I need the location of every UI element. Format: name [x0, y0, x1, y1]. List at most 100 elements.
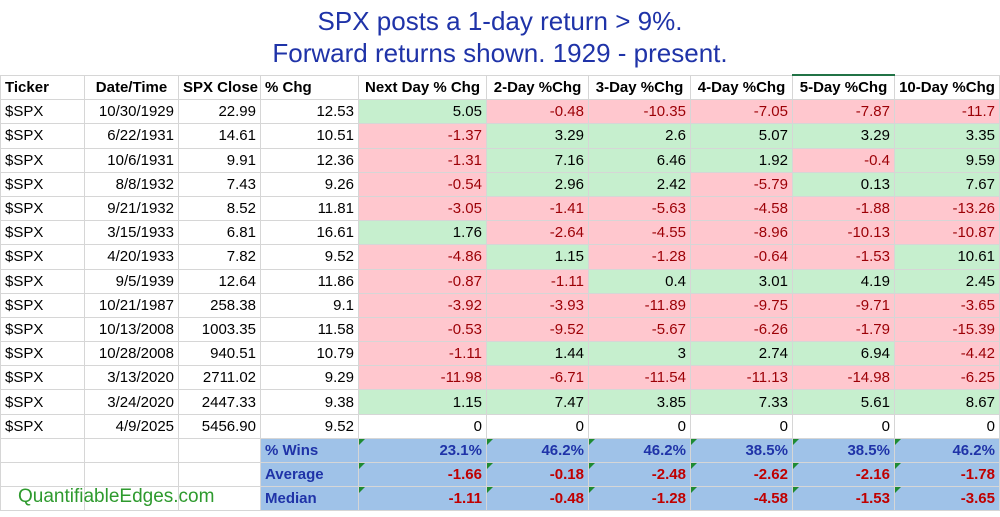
return-cell[interactable]: -10.87: [894, 220, 1000, 246]
header-3-day[interactable]: 3-Day %Chg: [588, 74, 691, 101]
return-cell[interactable]: 0: [792, 413, 895, 439]
date-cell[interactable]: 3/15/1933: [84, 220, 179, 246]
summary-value[interactable]: -2.16: [792, 461, 895, 488]
return-cell[interactable]: -5.67: [588, 316, 691, 343]
return-cell[interactable]: 7.47: [486, 389, 589, 415]
empty-cell[interactable]: [84, 437, 179, 464]
return-cell[interactable]: -9.75: [690, 292, 793, 318]
close-cell[interactable]: 8.52: [178, 195, 261, 222]
summary-value[interactable]: -1.78: [894, 461, 1000, 488]
ticker-cell[interactable]: $SPX: [0, 292, 85, 318]
return-cell[interactable]: 3.35: [894, 123, 1000, 149]
empty-cell[interactable]: [0, 486, 85, 512]
return-cell[interactable]: 7.16: [486, 147, 589, 173]
chg-cell[interactable]: 11.81: [260, 195, 359, 222]
ticker-cell[interactable]: $SPX: [0, 99, 85, 125]
date-cell[interactable]: 9/5/1939: [84, 268, 179, 294]
return-cell[interactable]: -3.05: [358, 195, 487, 222]
ticker-cell[interactable]: $SPX: [0, 413, 85, 439]
return-cell[interactable]: -3.92: [358, 292, 487, 318]
chg-cell[interactable]: 9.38: [260, 389, 359, 415]
ticker-cell[interactable]: $SPX: [0, 123, 85, 149]
close-cell[interactable]: 12.64: [178, 268, 261, 294]
return-cell[interactable]: -3.65: [894, 292, 1000, 318]
summary-value[interactable]: 46.2%: [894, 437, 1000, 464]
ticker-cell[interactable]: $SPX: [0, 341, 85, 367]
ticker-cell[interactable]: $SPX: [0, 316, 85, 343]
return-cell[interactable]: 10.61: [894, 244, 1000, 270]
return-cell[interactable]: -11.89: [588, 292, 691, 318]
return-cell[interactable]: -11.7: [894, 99, 1000, 125]
chg-cell[interactable]: 16.61: [260, 220, 359, 246]
header-2-day[interactable]: 2-Day %Chg: [486, 74, 589, 101]
return-cell[interactable]: -15.39: [894, 316, 1000, 343]
empty-cell[interactable]: [0, 437, 85, 464]
chg-cell[interactable]: 9.1: [260, 292, 359, 318]
return-cell[interactable]: 2.74: [690, 341, 793, 367]
close-cell[interactable]: 9.91: [178, 147, 261, 173]
return-cell[interactable]: -9.52: [486, 316, 589, 343]
ticker-cell[interactable]: $SPX: [0, 365, 85, 391]
return-cell[interactable]: -1.88: [792, 195, 895, 222]
return-cell[interactable]: 8.67: [894, 389, 1000, 415]
date-cell[interactable]: 4/20/1933: [84, 244, 179, 270]
return-cell[interactable]: 2.45: [894, 268, 1000, 294]
empty-cell[interactable]: [178, 486, 261, 512]
return-cell[interactable]: 5.05: [358, 99, 487, 125]
return-cell[interactable]: -4.86: [358, 244, 487, 270]
return-cell[interactable]: -6.25: [894, 365, 1000, 391]
return-cell[interactable]: -5.79: [690, 171, 793, 197]
return-cell[interactable]: -11.54: [588, 365, 691, 391]
chg-cell[interactable]: 9.26: [260, 171, 359, 197]
summary-value[interactable]: 46.2%: [588, 437, 691, 464]
date-cell[interactable]: 3/13/2020: [84, 365, 179, 391]
header-date[interactable]: Date/Time: [84, 74, 179, 101]
header-close[interactable]: SPX Close: [178, 74, 261, 101]
date-cell[interactable]: 3/24/2020: [84, 389, 179, 415]
date-cell[interactable]: 9/21/1932: [84, 195, 179, 222]
return-cell[interactable]: 0: [486, 413, 589, 439]
summary-value[interactable]: -1.66: [358, 461, 487, 488]
return-cell[interactable]: 0: [690, 413, 793, 439]
empty-cell[interactable]: [178, 437, 261, 464]
date-cell[interactable]: 10/21/1987: [84, 292, 179, 318]
return-cell[interactable]: 4.19: [792, 268, 895, 294]
return-cell[interactable]: -0.54: [358, 171, 487, 197]
return-cell[interactable]: -14.98: [792, 365, 895, 391]
return-cell[interactable]: 0: [894, 413, 1000, 439]
summary-value[interactable]: -4.58: [690, 486, 793, 512]
header-chg[interactable]: % Chg: [260, 74, 359, 101]
return-cell[interactable]: 1.15: [486, 244, 589, 270]
summary-value[interactable]: -3.65: [894, 486, 1000, 512]
chg-cell[interactable]: 11.86: [260, 268, 359, 294]
return-cell[interactable]: 3.29: [792, 123, 895, 149]
close-cell[interactable]: 7.43: [178, 171, 261, 197]
return-cell[interactable]: 3.85: [588, 389, 691, 415]
summary-value[interactable]: -0.48: [486, 486, 589, 512]
return-cell[interactable]: -10.35: [588, 99, 691, 125]
return-cell[interactable]: 6.46: [588, 147, 691, 173]
return-cell[interactable]: -1.53: [792, 244, 895, 270]
chg-cell[interactable]: 9.29: [260, 365, 359, 391]
header-next-day[interactable]: Next Day % Chg: [358, 74, 487, 101]
return-cell[interactable]: -0.48: [486, 99, 589, 125]
summary-label[interactable]: % Wins: [260, 437, 359, 464]
header-ticker[interactable]: Ticker: [0, 74, 85, 101]
chg-cell[interactable]: 9.52: [260, 413, 359, 439]
return-cell[interactable]: -0.4: [792, 147, 895, 173]
header-5-day[interactable]: 5-Day %Chg: [792, 74, 895, 101]
return-cell[interactable]: -5.63: [588, 195, 691, 222]
date-cell[interactable]: 10/28/2008: [84, 341, 179, 367]
summary-value[interactable]: 38.5%: [792, 437, 895, 464]
chg-cell[interactable]: 10.79: [260, 341, 359, 367]
return-cell[interactable]: 0.13: [792, 171, 895, 197]
header-4-day[interactable]: 4-Day %Chg: [690, 74, 793, 101]
close-cell[interactable]: 14.61: [178, 123, 261, 149]
header-10-day[interactable]: 10-Day %Chg: [894, 74, 1000, 101]
summary-label[interactable]: Median: [260, 486, 359, 512]
return-cell[interactable]: -1.11: [486, 268, 589, 294]
date-cell[interactable]: 6/22/1931: [84, 123, 179, 149]
ticker-cell[interactable]: $SPX: [0, 244, 85, 270]
return-cell[interactable]: -0.53: [358, 316, 487, 343]
date-cell[interactable]: 8/8/1932: [84, 171, 179, 197]
